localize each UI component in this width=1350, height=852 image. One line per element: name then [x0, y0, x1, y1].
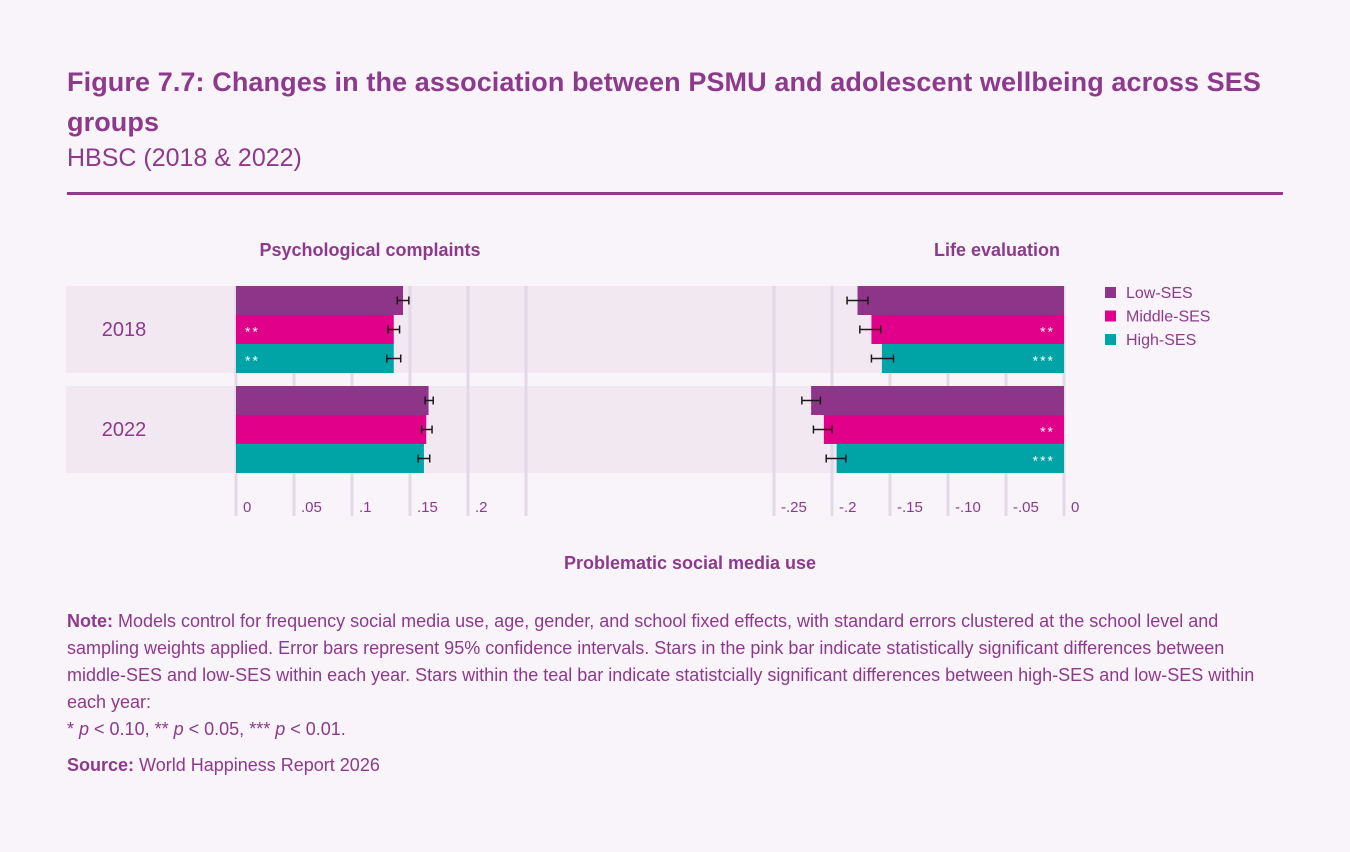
- panel-title: Psychological complaints: [259, 240, 480, 260]
- tick-label: -.05: [1013, 499, 1039, 516]
- significance-stars: **: [245, 324, 260, 340]
- tick-label: -.15: [897, 499, 923, 516]
- chart-title: Figure 7.7: Changes in the association b…: [67, 67, 1262, 137]
- significance-levels: * p < 0.10, ** p < 0.05, *** p < 0.01.: [67, 719, 346, 739]
- legend-label: Low-SES: [1126, 285, 1193, 302]
- p-symbol: p: [275, 719, 286, 739]
- bar: [236, 344, 394, 373]
- bar: [236, 444, 424, 473]
- note-label: Note:: [67, 611, 113, 631]
- x-axis-label: Problematic social media use: [564, 553, 816, 573]
- chart-subtitle: HBSC (2018 & 2022): [67, 144, 302, 172]
- bar: [236, 315, 394, 344]
- bar: [857, 286, 1064, 315]
- legend-swatch: [1105, 310, 1116, 322]
- legend-label: Middle-SES: [1126, 309, 1210, 326]
- sig-stars: *: [67, 719, 80, 739]
- source-text: World Happiness Report 2026: [134, 755, 380, 775]
- note: Note: Models control for frequency socia…: [67, 608, 1287, 743]
- sig-threshold: < 0.10,: [89, 719, 155, 739]
- source: Source: World Happiness Report 2026: [67, 752, 380, 779]
- bar: [823, 415, 1064, 444]
- significance-stars: ***: [1033, 453, 1055, 469]
- sig-stars: **: [154, 719, 174, 739]
- title-divider: [67, 192, 1283, 195]
- sig-threshold: < 0.01.: [285, 719, 346, 739]
- significance-stars: ***: [1033, 353, 1055, 369]
- p-symbol: p: [173, 719, 184, 739]
- tick-label: -.10: [955, 499, 981, 516]
- note-text: Models control for frequency social medi…: [67, 611, 1255, 712]
- tick-label: -.2: [839, 499, 857, 516]
- tick-label: .15: [417, 499, 438, 516]
- tick-label: .2: [475, 499, 488, 516]
- legend-swatch: [1105, 287, 1116, 298]
- tick-label: 0: [1071, 499, 1079, 516]
- bar: [811, 386, 1064, 415]
- bar: [881, 344, 1064, 373]
- legend-swatch: [1105, 334, 1116, 345]
- significance-stars: **: [1040, 324, 1055, 340]
- bar: [236, 415, 427, 444]
- sig-stars: ***: [249, 719, 276, 739]
- panel-title: Life evaluation: [934, 240, 1060, 260]
- chart: 2018 2022 Psychological complaints 0 .05 .1 .1…: [66, 240, 1210, 573]
- significance-stars: **: [1040, 424, 1055, 440]
- legend-label: High-SES: [1126, 332, 1196, 349]
- bar: [871, 315, 1064, 344]
- significance-stars: **: [245, 353, 260, 369]
- tick-label: -.25: [781, 499, 807, 516]
- source-label: Source:: [67, 755, 135, 775]
- bar: [236, 386, 429, 415]
- category-label: 2018: [102, 319, 147, 341]
- tick-label: .1: [359, 499, 372, 516]
- tick-label: .05: [301, 499, 322, 516]
- p-symbol: p: [79, 719, 90, 739]
- tick-label: 0: [243, 499, 251, 516]
- bar: [236, 286, 404, 315]
- bar: [836, 444, 1064, 473]
- category-label: 2022: [102, 419, 147, 441]
- sig-threshold: < 0.05,: [183, 719, 250, 739]
